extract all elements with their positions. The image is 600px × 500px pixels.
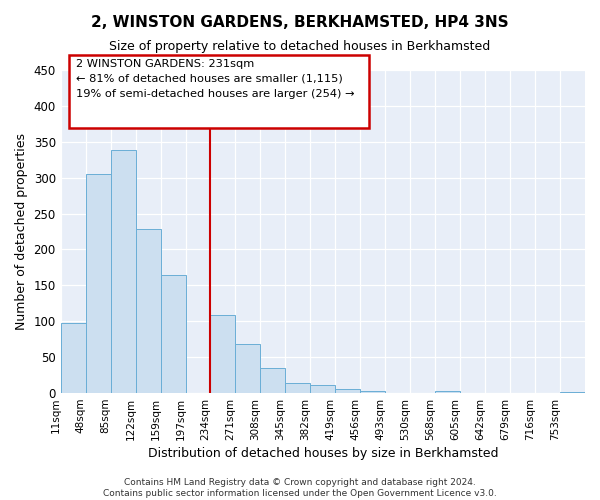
Bar	[260, 368, 286, 393]
Bar	[110, 150, 136, 393]
Bar	[161, 274, 185, 393]
Bar	[560, 392, 585, 393]
Text: Contains HM Land Registry data © Crown copyright and database right 2024.
Contai: Contains HM Land Registry data © Crown c…	[103, 478, 497, 498]
X-axis label: Distribution of detached houses by size in Berkhamsted: Distribution of detached houses by size …	[148, 447, 498, 460]
Bar	[286, 383, 310, 393]
Y-axis label: Number of detached properties: Number of detached properties	[15, 133, 28, 330]
Text: Size of property relative to detached houses in Berkhamsted: Size of property relative to detached ho…	[109, 40, 491, 53]
Bar	[310, 385, 335, 393]
Bar	[86, 174, 110, 393]
Bar	[235, 344, 260, 393]
Bar	[360, 391, 385, 393]
Bar	[136, 230, 161, 393]
Bar	[61, 324, 86, 393]
Bar	[211, 315, 235, 393]
Bar	[335, 389, 360, 393]
Text: 2 WINSTON GARDENS: 231sqm
← 81% of detached houses are smaller (1,115)
19% of se: 2 WINSTON GARDENS: 231sqm ← 81% of detac…	[76, 59, 355, 98]
Text: 2, WINSTON GARDENS, BERKHAMSTED, HP4 3NS: 2, WINSTON GARDENS, BERKHAMSTED, HP4 3NS	[91, 15, 509, 30]
Bar	[435, 391, 460, 393]
